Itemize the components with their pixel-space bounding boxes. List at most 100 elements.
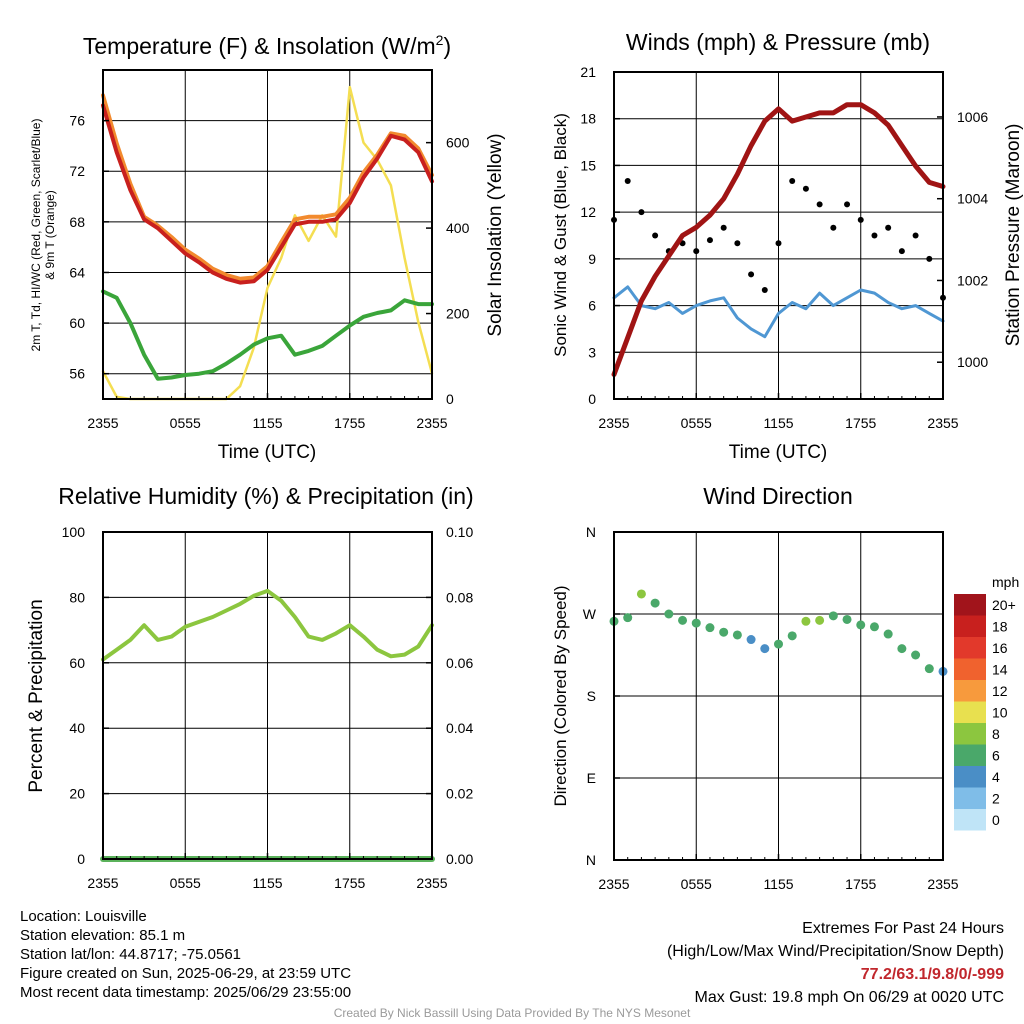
y-tick-label: W [583, 606, 597, 622]
colorbar-label: 2 [992, 791, 1000, 807]
station-latlon: Station lat/lon: 44.8717; -75.0561 [20, 946, 242, 963]
colorbar-label: 4 [992, 769, 1000, 785]
y-tick-label: 21 [580, 64, 596, 80]
wind-direction-point [911, 650, 921, 660]
gust-point [624, 178, 631, 184]
x-tick-label: 2355 [927, 415, 958, 431]
wind-direction-point [746, 635, 756, 645]
gust-point [898, 248, 905, 255]
wind-direction-point [678, 615, 688, 625]
y-tick-label: N [586, 852, 596, 868]
wind-direction-point [924, 664, 934, 674]
y-tick-label: 9 [588, 251, 596, 267]
temperature-y-axis-title-line2: & 9m T (Orange) [43, 190, 57, 280]
gust-point [926, 255, 933, 262]
x-tick-label: 0555 [170, 415, 201, 431]
x-tick-label: 1155 [763, 876, 793, 892]
x-tick-label: 2355 [416, 415, 447, 431]
y-tick-label: 40 [69, 720, 85, 736]
wind-direction-grid [614, 532, 943, 860]
winds-panel: Winds (mph) & Pressure (mb) 2355 0555 1155… [551, 29, 1024, 463]
extremes-title: Extremes For Past 24 Hours [802, 920, 1004, 937]
wind-direction-point [705, 623, 715, 633]
pressure-y-axis-title: Station Pressure (Maroon) [1003, 124, 1024, 347]
gust-point [693, 248, 700, 255]
gust-point [748, 271, 755, 278]
y2-tick-label: 200 [446, 306, 470, 322]
x-tick-label: 1755 [845, 876, 876, 892]
wind-direction-point [787, 631, 797, 641]
colorbar-swatch [954, 701, 986, 723]
wind-direction-point [636, 589, 646, 599]
x-tick-label: 1155 [252, 415, 282, 431]
wind-direction-point [719, 627, 729, 637]
x-tick-label: 0555 [681, 876, 712, 892]
max-gust: Max Gust: 19.8 mph On 06/29 at 0020 UTC [694, 989, 1005, 1006]
wind-direction-point [691, 618, 701, 628]
y-tick-label: 20 [69, 786, 85, 802]
colorbar-label: 6 [992, 748, 1000, 764]
y2-tick-label: 1000 [957, 354, 988, 370]
y2-tick-label: 0.10 [446, 524, 473, 540]
y-tick-label: 72 [69, 163, 85, 179]
wind-direction-point [650, 598, 660, 608]
x-tick-label: 1155 [252, 875, 282, 891]
wind-direction-point [815, 615, 825, 625]
temperature-panel-title: Temperature (F) & Insolation (W/m2) [83, 32, 451, 59]
wind-direction-point [732, 630, 742, 640]
gust-point [912, 232, 919, 239]
gust-point [885, 224, 892, 231]
humidity-grid [103, 532, 432, 859]
temperature-ticks: 2355 0555 1155 1755 2355 56 60 64 68 72 76 0 200 400 6… [69, 113, 469, 431]
wind-direction-point [842, 614, 852, 624]
y2-tick-label: 0 [446, 391, 454, 407]
colorbar-label: 18 [992, 619, 1008, 635]
figure-created: Figure created on Sun, 2025-06-29, at 23… [20, 965, 352, 982]
gust-point [802, 185, 809, 192]
y2-tick-label: 0.06 [446, 655, 473, 671]
gust-point [789, 178, 796, 184]
y-tick-label: 0 [77, 851, 85, 867]
temperature-y-axis-title-line1: 2m T, Td, HI/WC (Red, Green, Scarlet/Blu… [29, 119, 43, 352]
wind-direction-panel-title: Wind Direction [703, 483, 853, 509]
gust-point [871, 232, 878, 239]
x-tick-label: 1755 [845, 415, 876, 431]
x-tick-label: 2355 [598, 415, 629, 431]
x-tick-label: 0555 [681, 415, 712, 431]
colorbar-unit-label: mph [992, 574, 1019, 590]
colorbar-swatch [954, 637, 986, 659]
y2-tick-label: 0.02 [446, 786, 473, 802]
gust-point [652, 232, 659, 239]
y2-tick-label: 1004 [957, 191, 988, 207]
y-tick-label: 68 [69, 214, 85, 230]
y2-tick-label: 0.08 [446, 589, 473, 605]
y-tick-label: 15 [580, 157, 596, 173]
temperature-line [101, 103, 434, 285]
wind-direction-panel: Wind Direction 2355 0555 1155 1755 2355NESWN… [551, 483, 1019, 892]
gust-point [816, 201, 823, 208]
y-tick-label: S [587, 688, 596, 704]
gust-point [775, 240, 782, 247]
y-tick-label: 60 [69, 315, 85, 331]
colorbar-swatch [954, 766, 986, 788]
y-tick-label: 64 [69, 264, 85, 280]
y-tick-label: 100 [62, 524, 86, 540]
winds-series [611, 102, 946, 377]
pressure-line [611, 102, 946, 377]
colorbar-swatch [954, 615, 986, 637]
y-tick-label: E [587, 770, 596, 786]
x-tick-label: 2355 [416, 875, 447, 891]
y-tick-label: 3 [588, 344, 596, 360]
colorbar-swatch [954, 723, 986, 745]
x-tick-label: 2355 [927, 876, 958, 892]
colorbar-label: 0 [992, 812, 1000, 828]
x-tick-label: 2355 [87, 875, 118, 891]
x-tick-label: 1755 [334, 875, 365, 891]
winds-ticks: 2355 0555 1155 1755 235503691215182110001002… [580, 64, 988, 431]
humidity-panel-title: Relative Humidity (%) & Precipitation (i… [58, 483, 473, 509]
y2-tick-label: 0.00 [446, 851, 473, 867]
colorbar-swatch [954, 787, 986, 809]
temperature-grid [103, 70, 432, 399]
wind-direction-point [869, 622, 879, 632]
